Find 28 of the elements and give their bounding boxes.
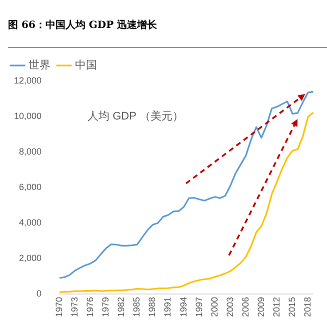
- y-tick-label: 4,000: [18, 217, 42, 228]
- x-tick-label: 2006: [240, 296, 250, 318]
- x-tick-label: 2000: [209, 296, 220, 318]
- x-tick-label: 1985: [132, 296, 142, 318]
- x-tick-label: 1976: [85, 296, 96, 318]
- x-tick-label: 1988: [147, 296, 158, 318]
- x-tick-label: 1970: [54, 296, 64, 318]
- legend-label: 中国: [75, 58, 97, 72]
- annotation: 人均 GDP （美元）: [88, 110, 184, 123]
- x-tick-label: 2003: [224, 296, 235, 318]
- y-tick-label: 10,000: [14, 110, 42, 121]
- x-tick-label: 2015: [286, 296, 297, 318]
- y-tick-label: 2,000: [18, 252, 42, 263]
- x-tick-label: 2012: [271, 296, 282, 318]
- x-tick-label: 1982: [116, 296, 126, 318]
- x-tick-label: 1979: [100, 296, 111, 318]
- x-tick-label: 1973: [70, 296, 80, 318]
- x-tick-label: 1997: [194, 296, 204, 318]
- y-tick-label: 8,000: [18, 146, 42, 156]
- x-tick-label: 2009: [256, 296, 266, 318]
- legend-label: 世界: [28, 58, 50, 72]
- x-tick-label: 1991: [162, 296, 173, 318]
- chart-title: 图 66：中国人均 GDP 迅速增长: [7, 18, 158, 31]
- x-tick-label: 2018: [302, 296, 313, 318]
- x-tick-label: 1994: [178, 296, 188, 318]
- y-tick-label: 12,000: [14, 75, 42, 86]
- y-tick-label: 6,000: [18, 182, 42, 192]
- y-tick-label: 0: [36, 288, 42, 298]
